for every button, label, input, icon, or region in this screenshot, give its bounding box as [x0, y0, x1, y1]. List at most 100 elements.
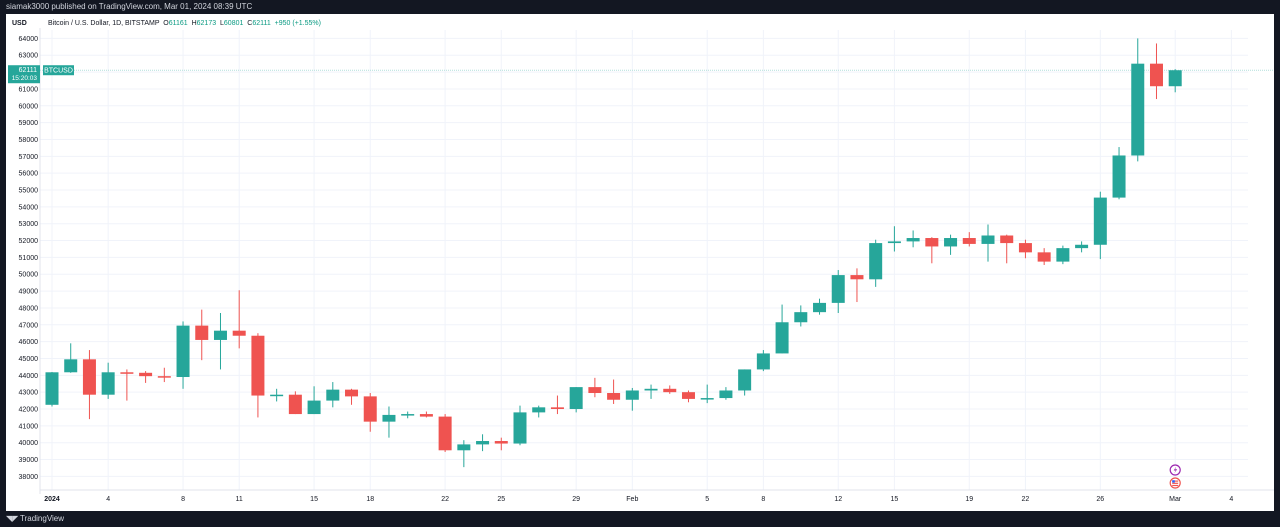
candle-body — [1056, 248, 1070, 262]
x-tick-label: 4 — [1229, 496, 1233, 503]
candle-body — [756, 353, 770, 370]
flag-stripe — [1172, 480, 1179, 482]
candle-body — [326, 389, 340, 401]
candle-body — [232, 330, 246, 336]
x-tick-label: 19 — [965, 496, 973, 503]
y-tick-label: 60000 — [19, 103, 39, 110]
x-tick-label: 22 — [441, 496, 449, 503]
x-tick-label: 12 — [834, 496, 842, 503]
close-value: 62111 — [252, 20, 271, 27]
candle-body — [719, 390, 733, 399]
x-tick-label: 15 — [891, 496, 899, 503]
x-tick-label: 8 — [181, 496, 185, 503]
x-tick-label: 18 — [366, 496, 374, 503]
candle-body — [363, 396, 377, 422]
low-value: 60801 — [223, 20, 244, 27]
high-value: 62173 — [196, 20, 217, 27]
y-tick-label: 40000 — [19, 440, 39, 447]
x-tick-label: 11 — [236, 496, 243, 503]
candle-body — [401, 414, 415, 416]
y-tick-label: 61000 — [19, 86, 39, 93]
y-tick-label: 42000 — [19, 407, 39, 414]
candle-body — [869, 243, 883, 280]
candle-body — [513, 412, 527, 444]
candle-body — [1018, 243, 1032, 253]
candle-body — [906, 238, 920, 242]
candle-body — [1075, 244, 1089, 249]
candle-body — [1000, 235, 1014, 244]
y-tick-label: 56000 — [19, 171, 39, 178]
candle-body — [419, 414, 433, 417]
candle-body — [962, 238, 976, 244]
candle-body — [625, 390, 639, 400]
candle-body — [494, 441, 508, 444]
candle-body — [288, 394, 302, 415]
candle-body — [663, 388, 677, 393]
candle-body — [925, 238, 939, 247]
candle-body — [176, 325, 190, 378]
candle-body — [101, 372, 115, 395]
candle-body — [120, 372, 134, 374]
candle-body — [775, 322, 789, 354]
y-tick-label: 53000 — [19, 221, 39, 228]
y-tick-label: 43000 — [19, 390, 39, 397]
x-tick-label: 15 — [310, 496, 318, 503]
candle-body — [382, 414, 396, 422]
candle-body — [307, 400, 321, 415]
y-tick-label: 41000 — [19, 423, 39, 430]
candle-body — [550, 407, 564, 410]
y-tick-label: 57000 — [19, 154, 39, 161]
y-tick-label: 48000 — [19, 305, 39, 312]
symbol-tag-label: BTCUSD — [44, 68, 73, 75]
publisher-text: siamak3000 published on TradingView.com,… — [6, 2, 253, 11]
candle-body — [438, 416, 452, 451]
candle-body — [532, 407, 546, 413]
y-tick-label: 38000 — [19, 474, 39, 481]
x-tick-label: Feb — [626, 496, 638, 503]
symbol-tag — [43, 65, 74, 76]
y-tick-label: 45000 — [19, 356, 39, 363]
candle-body — [1093, 197, 1107, 245]
y-tick-label: 52000 — [19, 238, 39, 245]
y-tick-label: 50000 — [19, 272, 39, 279]
candle-body — [794, 312, 808, 323]
candle-body — [139, 372, 153, 377]
footer-bar: ◥◤ TradingView — [0, 511, 1280, 527]
candle-body — [213, 330, 227, 340]
candle-body — [476, 441, 490, 445]
y-tick-label: 63000 — [19, 53, 39, 60]
x-tick-label: 4 — [106, 496, 110, 503]
x-tick-label: 29 — [572, 496, 580, 503]
candle-body — [887, 241, 901, 244]
price-tag-value: 62111 — [19, 67, 38, 74]
x-tick-label: 26 — [1096, 496, 1104, 503]
price-tag — [8, 65, 40, 84]
price-tag-countdown: 15:20:03 — [12, 75, 38, 82]
symbol-description: Bitcoin / U.S. Dollar, 1D, BITSTAMP — [48, 20, 160, 27]
candle-body — [157, 376, 171, 378]
candle-body — [607, 393, 621, 400]
x-tick-label: 22 — [1022, 496, 1030, 503]
candle-body — [1149, 63, 1163, 87]
candle-body — [64, 359, 78, 373]
candle-body — [944, 238, 958, 247]
candle-body — [195, 325, 209, 340]
candle-body — [251, 335, 265, 396]
y-tick-label: 58000 — [19, 137, 39, 144]
y-tick-label: 49000 — [19, 289, 39, 296]
lightning-glyph — [1173, 466, 1178, 474]
candle-body — [1131, 63, 1145, 156]
flag-canton — [1172, 480, 1175, 483]
candle-body — [813, 302, 827, 313]
candle-body — [831, 275, 845, 303]
y-tick-label: 54000 — [19, 204, 39, 211]
x-tick-label: 8 — [761, 496, 765, 503]
candle-body — [1112, 155, 1126, 198]
y-tick-label: 46000 — [19, 339, 39, 346]
x-tick-label: 25 — [497, 496, 505, 503]
publisher-bar: siamak3000 published on TradingView.com,… — [0, 0, 1280, 14]
candle-body — [45, 372, 59, 405]
candle-body — [700, 398, 714, 400]
candle-body — [457, 444, 471, 451]
